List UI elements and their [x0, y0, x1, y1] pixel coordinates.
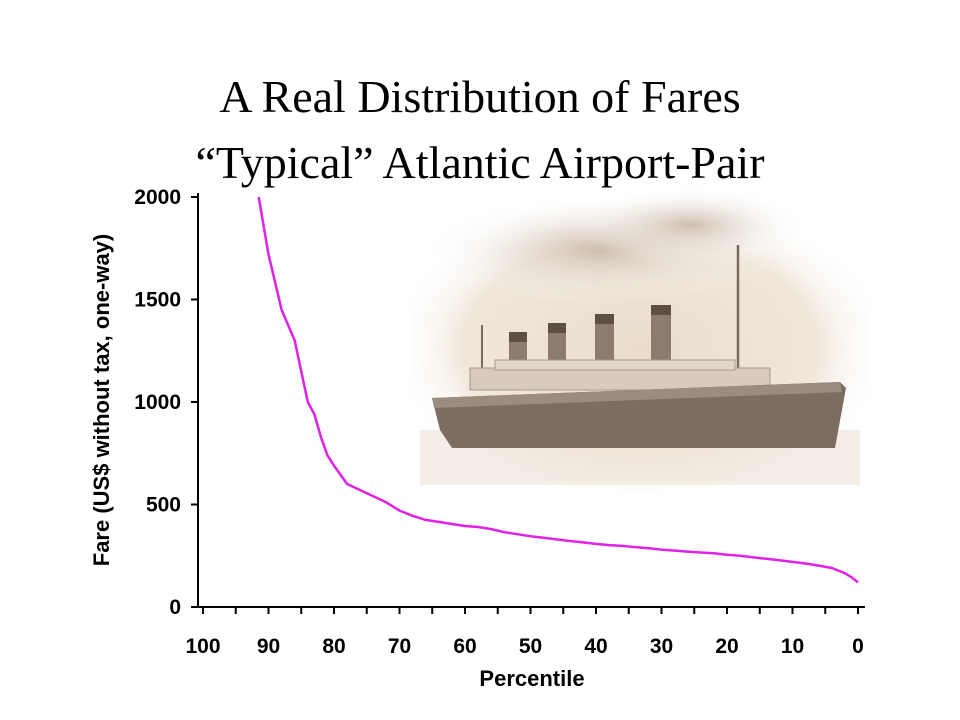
- y-tick-label: 1500: [134, 289, 181, 312]
- x-tick-label: 70: [388, 635, 411, 658]
- x-tick-label: 0: [852, 635, 864, 658]
- series-group: [257, 196, 859, 584]
- fare-series-line: [257, 196, 859, 584]
- x-tick-label: 30: [650, 635, 673, 658]
- x-tick-label: 10: [781, 635, 804, 658]
- x-tick-label: 100: [185, 635, 220, 658]
- x-axis-ticks: 100 90 80 70 60 50 40 30 20 10 0: [185, 607, 864, 658]
- x-tick-label: 20: [715, 635, 738, 658]
- y-axis-label: Fare (US$ without tax, one-way): [89, 234, 114, 567]
- x-tick-label: 80: [322, 635, 345, 658]
- chart-title-line-2: “Typical” Atlantic Airport-Pair: [195, 137, 765, 188]
- x-tick-label: 50: [519, 635, 542, 658]
- x-tick-label: 90: [257, 635, 280, 658]
- x-tick-label: 60: [453, 635, 476, 658]
- x-axis-label: Percentile: [479, 666, 584, 691]
- x-tick-label: 40: [584, 635, 607, 658]
- y-tick-label: 1000: [134, 391, 181, 414]
- y-tick-label: 2000: [134, 186, 181, 209]
- y-tick-label: 0: [169, 596, 181, 619]
- ship-illustration: [410, 185, 870, 490]
- chart-title-line-1: A Real Distribution of Fares: [219, 71, 741, 122]
- y-tick-label: 500: [146, 494, 181, 517]
- y-axis-ticks: 0 500 1000 1500 2000: [134, 186, 198, 619]
